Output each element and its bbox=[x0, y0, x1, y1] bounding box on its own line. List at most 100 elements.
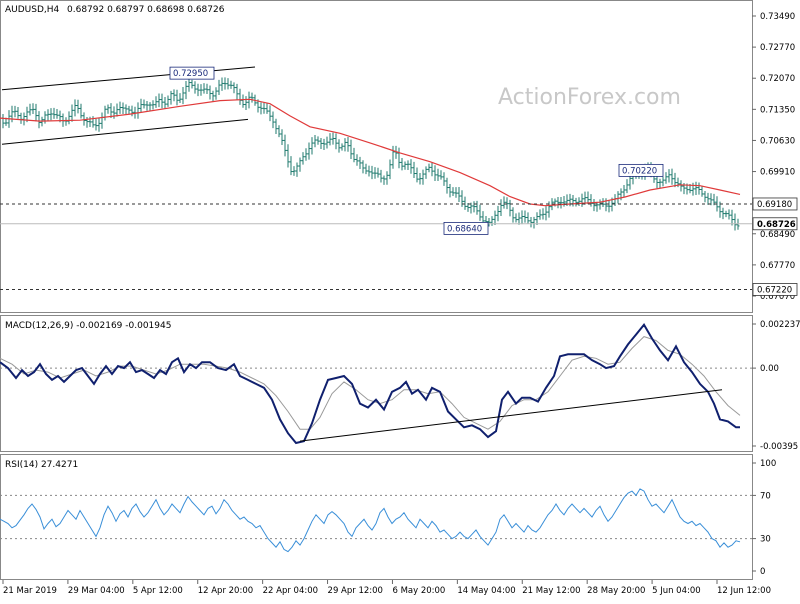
level-tag-box bbox=[752, 197, 798, 211]
price-bar bbox=[187, 78, 191, 92]
macd-axis-label: -0.00395 bbox=[760, 442, 798, 452]
price-bar bbox=[385, 171, 389, 185]
price-bar bbox=[598, 199, 602, 210]
price-bar bbox=[397, 147, 401, 169]
price-bar bbox=[418, 173, 422, 185]
price-bar bbox=[424, 166, 428, 179]
price-bar bbox=[181, 86, 185, 105]
price-bar bbox=[589, 194, 593, 207]
price-bar bbox=[10, 105, 14, 123]
price-bar bbox=[556, 197, 560, 209]
price-bar bbox=[241, 94, 245, 108]
price-bar bbox=[130, 105, 134, 117]
price-bar bbox=[712, 193, 716, 206]
price-bar bbox=[478, 204, 482, 221]
price-bar bbox=[490, 216, 494, 226]
price-bar bbox=[523, 210, 527, 223]
price-bar bbox=[514, 213, 518, 223]
price-bar bbox=[487, 218, 491, 227]
price-bar bbox=[733, 213, 737, 231]
price-axis-label: 0.67770 bbox=[760, 261, 795, 271]
price-bar bbox=[199, 84, 203, 96]
price-axis-label: 0.73490 bbox=[760, 12, 795, 22]
price-bar bbox=[217, 79, 221, 96]
price-bar bbox=[223, 77, 227, 90]
price-bar bbox=[163, 96, 167, 109]
price-bar bbox=[166, 95, 170, 107]
price-bar bbox=[709, 193, 713, 206]
price-bar bbox=[67, 111, 71, 125]
price-bar bbox=[160, 93, 164, 109]
price-bar bbox=[502, 196, 506, 209]
price-axis-label: 0.71350 bbox=[760, 105, 795, 115]
price-bar bbox=[109, 103, 113, 119]
price-bar bbox=[586, 191, 590, 205]
price-bar bbox=[274, 118, 278, 135]
price-bar bbox=[112, 106, 116, 119]
price-panel: 0.72950 0.70220 0.68640 bbox=[0, 66, 752, 290]
price-bar bbox=[472, 201, 476, 213]
price-bar bbox=[244, 96, 248, 110]
price-bar bbox=[289, 156, 293, 176]
price-bar bbox=[409, 159, 413, 174]
price-bar bbox=[403, 161, 407, 170]
price-annotation-box bbox=[169, 66, 215, 80]
price-bar bbox=[427, 163, 431, 173]
price-annotation-label: 0.72950 bbox=[173, 69, 208, 79]
price-bar bbox=[157, 93, 161, 108]
price-bar bbox=[28, 103, 32, 116]
price-bar bbox=[601, 198, 605, 208]
price-bar bbox=[220, 77, 224, 91]
price-bar bbox=[724, 210, 728, 218]
time-axis-label: 12 Jun 12:00 bbox=[717, 586, 771, 596]
time-axis-label: 28 May 20:00 bbox=[587, 586, 645, 596]
price-bar bbox=[595, 201, 599, 212]
price-bar bbox=[415, 167, 419, 183]
price-bar bbox=[115, 103, 119, 117]
level-tag-label: 0.67220 bbox=[757, 285, 792, 295]
trend-channel-line bbox=[1, 118, 249, 145]
price-axis-label: 0.72770 bbox=[760, 43, 795, 53]
price-bar bbox=[355, 154, 359, 166]
price-bar bbox=[445, 177, 449, 194]
price-bar bbox=[202, 83, 206, 94]
price-bar bbox=[388, 159, 392, 180]
price-bar bbox=[517, 212, 521, 225]
price-bar bbox=[229, 80, 233, 89]
macd-line bbox=[0, 322, 740, 445]
macd-panel-frame bbox=[0, 315, 753, 452]
price-bar bbox=[511, 207, 515, 223]
time-axis-label: 21 Mar 2019 bbox=[3, 586, 57, 596]
price-bar bbox=[331, 132, 335, 145]
price-bar bbox=[193, 81, 197, 94]
price-bar bbox=[298, 157, 302, 172]
price-bar bbox=[19, 112, 23, 124]
price-bar bbox=[262, 102, 266, 114]
price-bar bbox=[1, 113, 5, 129]
price-bar bbox=[361, 160, 365, 174]
price-axis-label: 0.69910 bbox=[760, 168, 795, 178]
price-bar bbox=[658, 178, 662, 189]
price-bar bbox=[49, 108, 53, 121]
price-bar bbox=[136, 102, 140, 119]
price-bar bbox=[55, 109, 59, 119]
price-bar bbox=[529, 216, 533, 228]
price-bar bbox=[76, 99, 80, 114]
price-bar bbox=[364, 163, 368, 175]
price-annotation-box bbox=[618, 163, 664, 177]
price-bar bbox=[226, 78, 230, 90]
price-bar bbox=[142, 99, 146, 109]
price-bar bbox=[31, 103, 35, 115]
price-bar bbox=[16, 107, 20, 119]
price-bar bbox=[313, 135, 317, 148]
price-bar bbox=[433, 165, 437, 181]
price-bar bbox=[442, 172, 446, 186]
price-bar bbox=[259, 102, 263, 115]
price-annotation-label: 0.70220 bbox=[622, 166, 657, 176]
price-bar bbox=[22, 112, 26, 126]
price-bar bbox=[535, 212, 539, 226]
price-bar bbox=[214, 87, 218, 100]
price-bar bbox=[37, 111, 41, 129]
price-bar bbox=[391, 145, 395, 169]
